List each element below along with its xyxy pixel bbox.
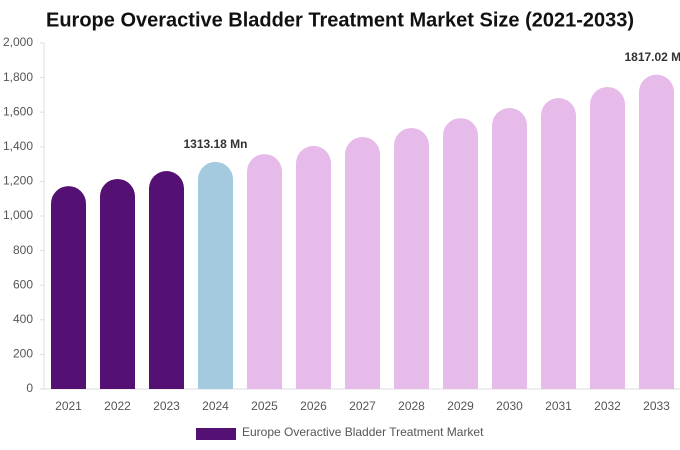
bar: [100, 178, 135, 389]
value-label: 1817.02 Mn: [624, 50, 680, 64]
y-tick-label: 1,400: [3, 139, 33, 153]
value-label: 1313.18 Mn: [183, 137, 247, 151]
y-tick-label: 2,000: [3, 35, 33, 49]
y-tick-label: 400: [13, 312, 33, 326]
bar: [198, 161, 233, 389]
x-tick-label: 2030: [496, 399, 523, 413]
bar: [394, 127, 429, 390]
bar: [345, 136, 380, 389]
bar: [492, 108, 527, 389]
bar: [590, 86, 625, 389]
y-tick-label: 600: [13, 277, 33, 291]
bar: [541, 98, 576, 389]
y-tick-label: 1,800: [3, 70, 33, 84]
x-tick-label: 2023: [153, 399, 180, 413]
x-tick-label: 2031: [545, 399, 572, 413]
x-tick-label: 2021: [55, 399, 82, 413]
y-tick-label: 1,200: [3, 174, 33, 188]
bar: [247, 154, 282, 389]
x-tick-label: 2029: [447, 399, 474, 413]
bar: [149, 171, 184, 389]
y-tick-label: 800: [13, 243, 33, 257]
x-tick-label: 2033: [643, 399, 670, 413]
bar: [443, 118, 478, 389]
x-tick-label: 2028: [398, 399, 425, 413]
bar: [639, 74, 674, 389]
legend-label: Europe Overactive Bladder Treatment Mark…: [242, 425, 484, 439]
y-tick-label: 1,000: [3, 208, 33, 222]
x-tick-label: 2026: [300, 399, 327, 413]
x-tick-label: 2024: [202, 399, 229, 413]
x-tick-label: 2022: [104, 399, 131, 413]
x-tick-label: 2027: [349, 399, 376, 413]
chart-title: Europe Overactive Bladder Treatment Mark…: [46, 9, 634, 31]
x-tick-label: 2025: [251, 399, 278, 413]
bar: [51, 186, 86, 389]
y-tick-label: 1,600: [3, 104, 33, 118]
y-tick-label: 0: [26, 381, 33, 395]
y-tick-label: 200: [13, 347, 33, 361]
bar: [296, 145, 331, 389]
legend-swatch: [196, 428, 236, 440]
x-tick-label: 2032: [594, 399, 621, 413]
